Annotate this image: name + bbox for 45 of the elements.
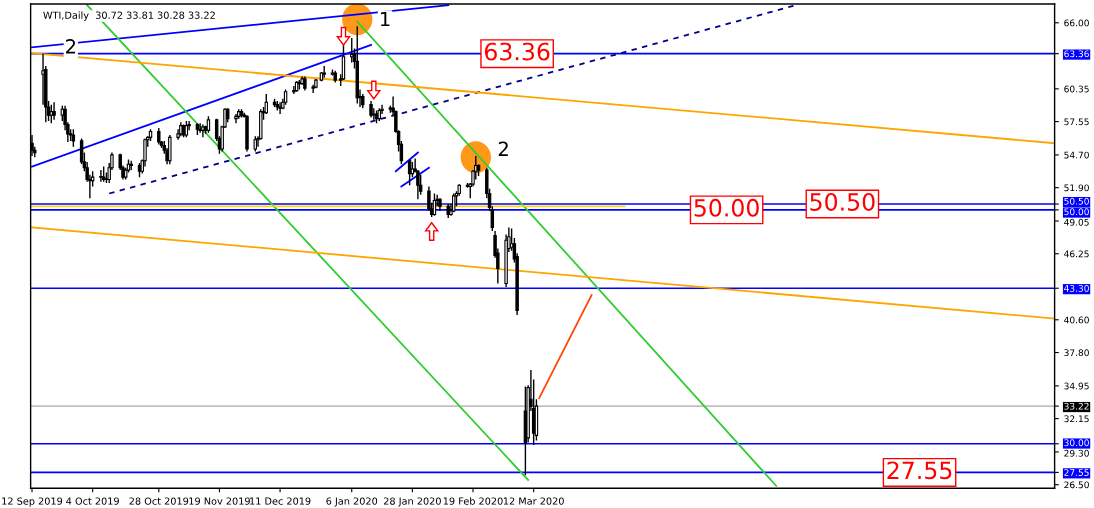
- y-tick-label: 43.30: [1064, 284, 1089, 292]
- candlestick: [234, 113, 238, 125]
- candlestick: [416, 169, 420, 201]
- y-tick-label: 46.25: [1064, 250, 1089, 258]
- annotation: 2: [498, 141, 508, 156]
- x-tick-label: 19 Nov 2019: [189, 497, 250, 505]
- annotation: WTI,Daily 30.72 33.81 30.28 33.22: [43, 11, 215, 21]
- y-tick-label: 54.70: [1064, 151, 1089, 159]
- annotation: 50.50: [810, 193, 875, 211]
- x-tick-label: 28 Oct 2019: [129, 497, 189, 505]
- candlestick: [418, 174, 423, 196]
- y-tick-label: 34.95: [1064, 382, 1089, 390]
- candlestick: [292, 85, 296, 95]
- y-tick-label: 30.00: [1064, 439, 1089, 447]
- y-tick-label: 26.50: [1064, 481, 1089, 489]
- candlestick: [322, 65, 326, 79]
- x-tick-label: 19 Feb 2020: [443, 497, 503, 505]
- candlestick: [52, 101, 56, 121]
- y-tick-label: 37.80: [1064, 349, 1089, 357]
- y-tick-label: 32.15: [1064, 415, 1089, 423]
- y-tick-label: 27.55: [1064, 469, 1089, 476]
- y-tick-label: 66.00: [1064, 19, 1089, 27]
- y-tick-label: 33.22: [1064, 402, 1089, 410]
- y-tick-label: 51.90: [1064, 184, 1089, 192]
- y-tick-label: 50.50: [1064, 197, 1089, 205]
- candlestick: [49, 103, 54, 125]
- y-tick-label: 63.36: [1064, 50, 1089, 58]
- x-tick-label: 12 Mar 2020: [503, 497, 564, 505]
- annotation: 2: [66, 39, 76, 54]
- annotation: 1: [380, 11, 390, 27]
- x-tick-label: 11 Dec 2019: [250, 497, 311, 505]
- y-tick-label: 40.60: [1064, 316, 1089, 324]
- y-tick-label: 50.00: [1064, 208, 1089, 216]
- candlestick: [99, 169, 103, 183]
- annotation: 50.00: [694, 198, 759, 217]
- x-tick-label: 12 Sep 2019: [2, 497, 63, 507]
- y-tick-label: 49.05: [1064, 218, 1089, 226]
- y-tick-label: 57.55: [1064, 118, 1089, 126]
- x-tick-label: 6 Jan 2020: [326, 497, 378, 507]
- x-tick-label: 4 Oct 2019: [66, 497, 119, 505]
- annotation: 27.55: [887, 461, 952, 480]
- x-tick-label: 28 Jan 2020: [383, 497, 441, 507]
- y-tick-label: 29.30: [1064, 449, 1089, 457]
- annotation: 63.36: [484, 42, 550, 61]
- y-tick-label: 60.35: [1064, 85, 1089, 93]
